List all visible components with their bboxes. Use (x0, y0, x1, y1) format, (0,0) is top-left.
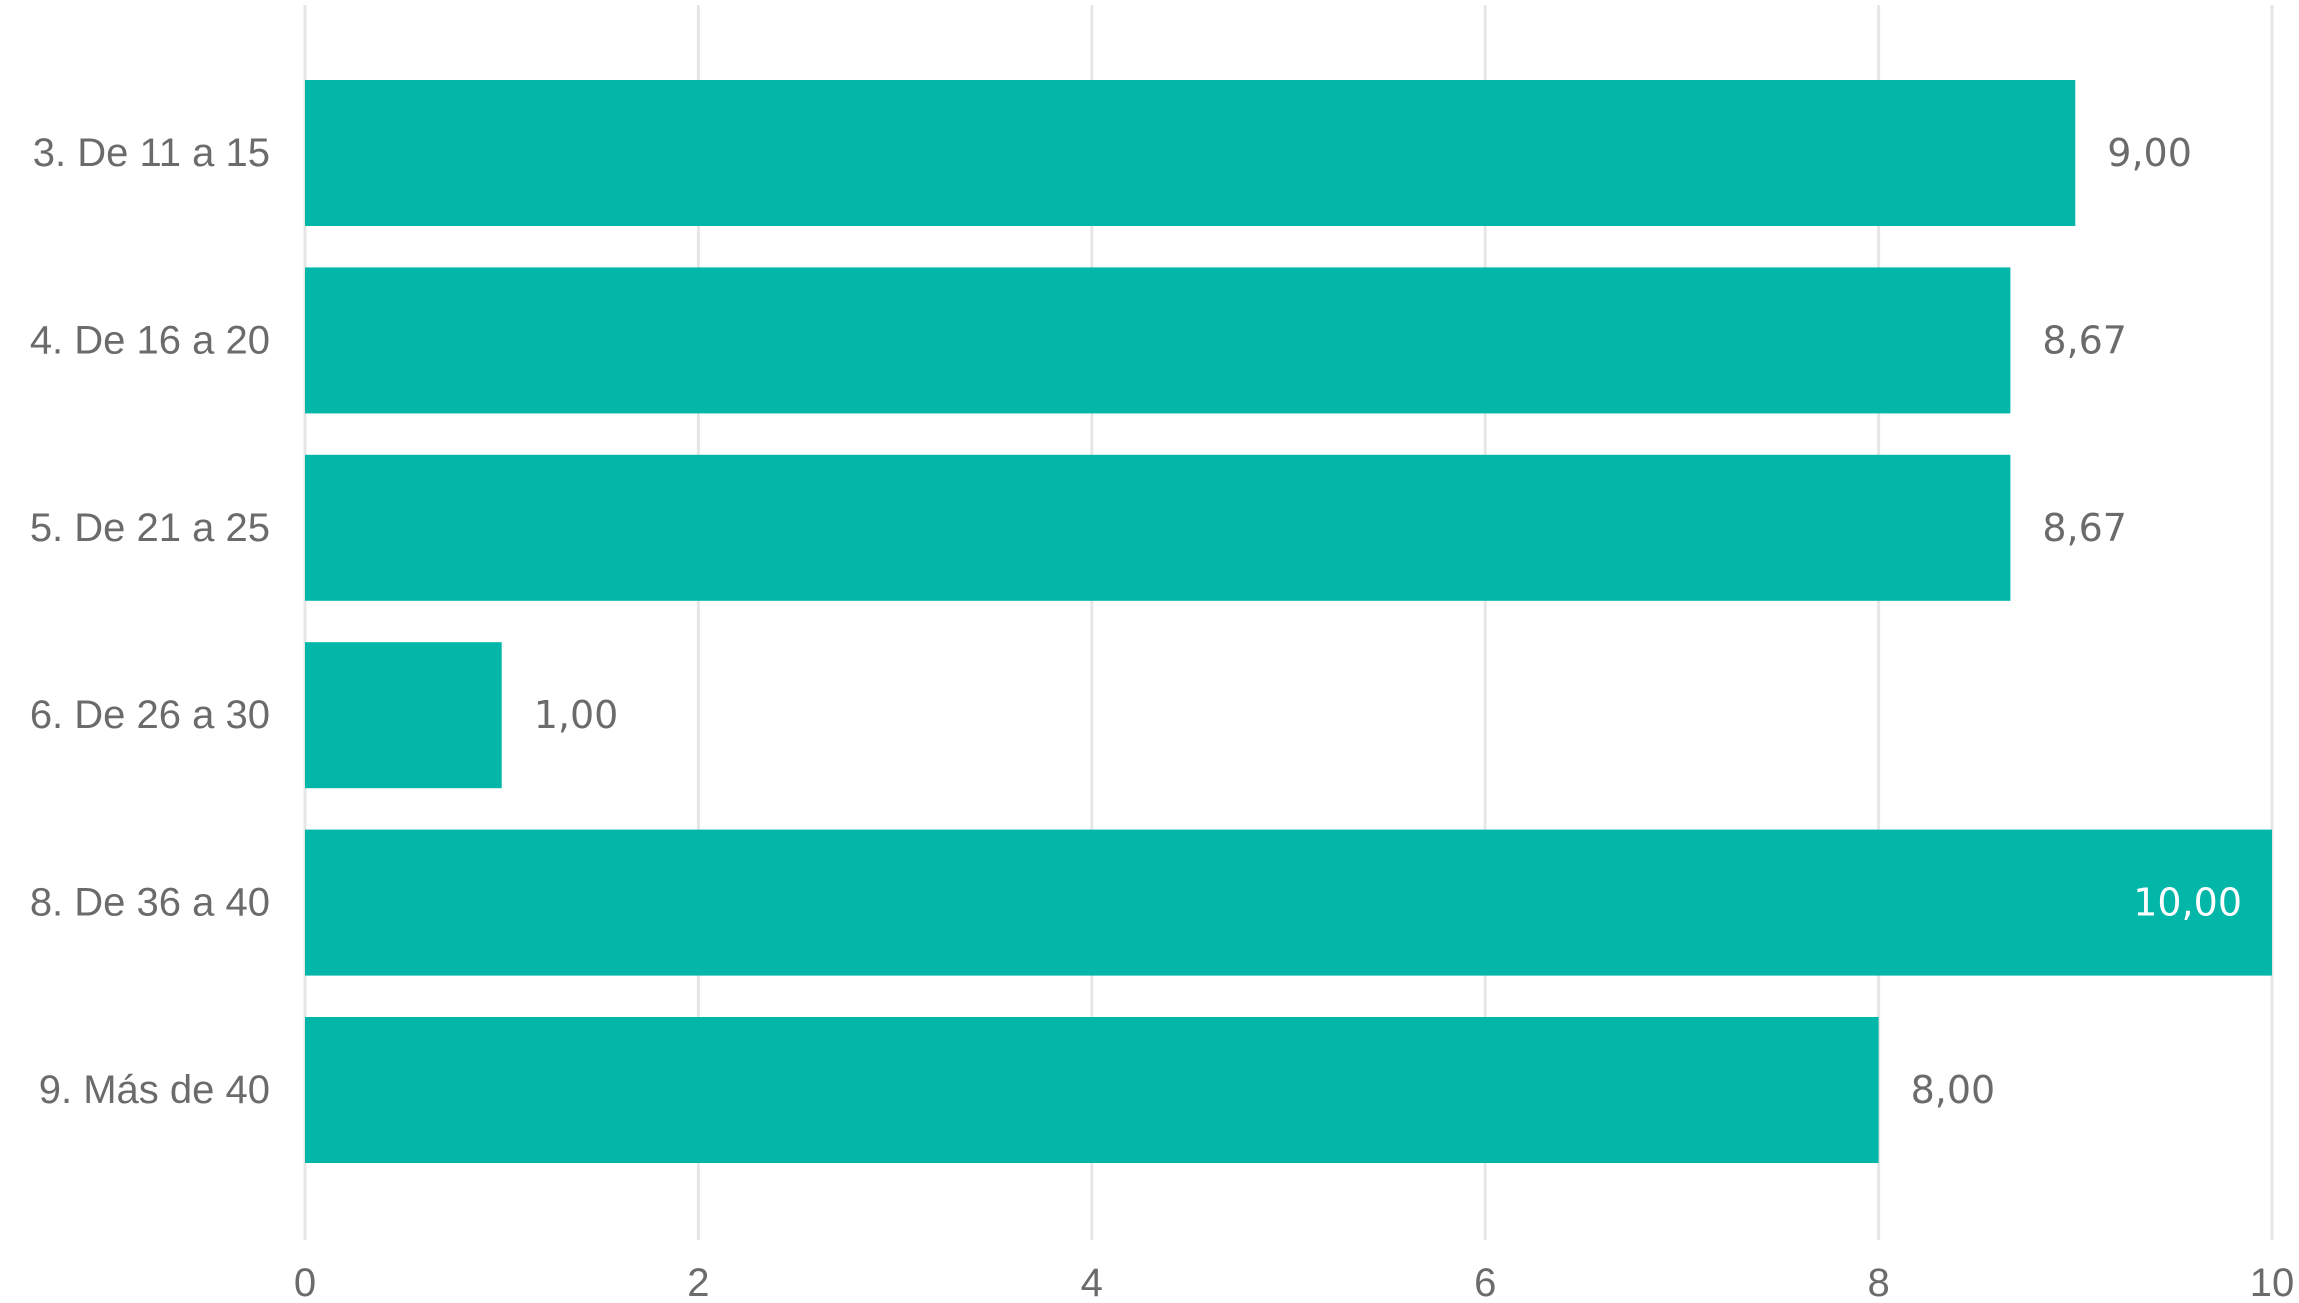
data-label: 8,00 (1911, 1068, 1996, 1112)
bar (305, 1017, 1879, 1163)
category-label: 9. Más de 40 (39, 1068, 270, 1112)
x-tick-label: 0 (294, 1261, 316, 1303)
category-label: 8. De 36 a 40 (30, 881, 270, 925)
category-label: 3. De 11 a 15 (33, 131, 270, 175)
bar (305, 80, 2076, 226)
category-label: 4. De 16 a 20 (30, 318, 270, 362)
data-label: 9,00 (2107, 131, 2192, 175)
category-label: 5. De 21 a 25 (30, 506, 270, 550)
data-label: 10,00 (2133, 881, 2242, 925)
bar (305, 829, 2272, 976)
axis-layer: 0 2 4 6 8 10 3. De 11 a 15 4. De 16 a 20 5. De 2… (30, 131, 2294, 1303)
bar (305, 267, 2011, 414)
x-tick-label: 2 (687, 1261, 709, 1303)
label-layer: 9,00 8,67 8,67 1,00 10,00 8,00 (534, 131, 2242, 1112)
bar (305, 642, 502, 789)
data-label: 8,67 (2042, 318, 2127, 362)
x-tick-label: 8 (1867, 1261, 1889, 1303)
data-label: 8,67 (2042, 506, 2127, 550)
x-tick-label: 4 (1081, 1261, 1103, 1303)
category-label: 6. De 26 a 30 (30, 693, 270, 737)
x-tick-label: 10 (2250, 1261, 2295, 1303)
x-tick-label: 6 (1474, 1261, 1496, 1303)
data-label: 1,00 (534, 693, 619, 737)
bar (305, 454, 2011, 601)
bar-layer (305, 80, 2272, 1163)
